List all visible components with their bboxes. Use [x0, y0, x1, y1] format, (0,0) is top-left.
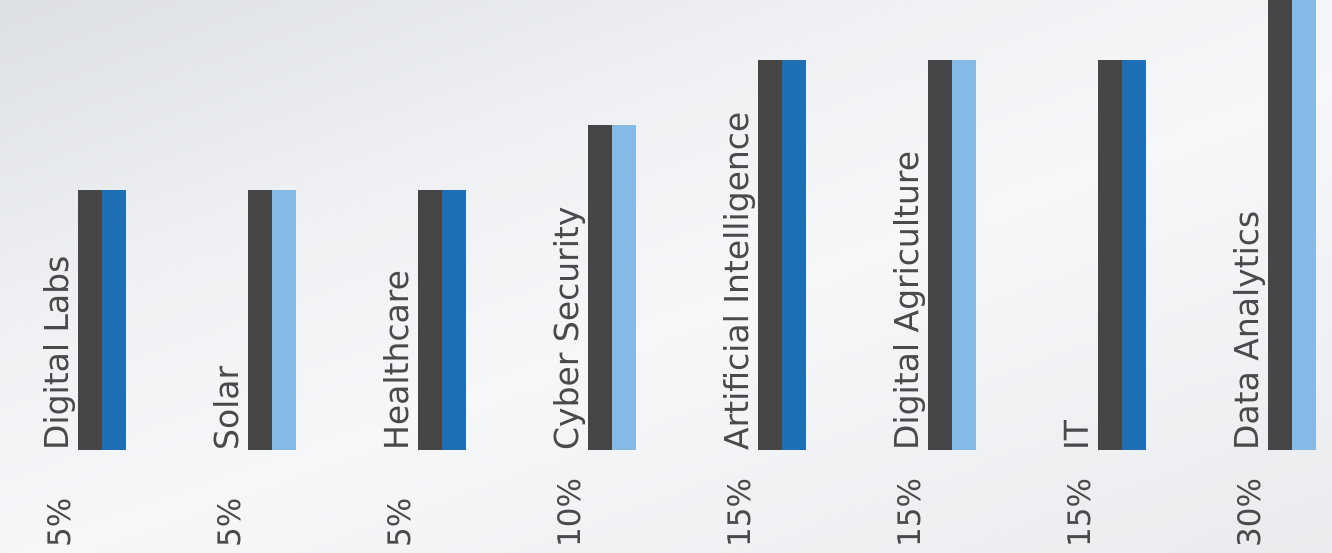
bar-accent-3	[612, 125, 636, 450]
value-label-2: 5%	[382, 498, 418, 547]
value-label-6: 15%	[1062, 478, 1098, 547]
bar-group-4: Artificial Intelligence 15%	[717, 60, 806, 547]
category-label-4: Artificial Intelligence	[717, 112, 756, 450]
bar-dark-6	[1098, 60, 1122, 450]
bar-accent-5	[952, 60, 976, 450]
bar-accent-0	[102, 190, 126, 450]
bar-dark-3	[588, 125, 612, 450]
bar-accent-6	[1122, 60, 1146, 450]
value-label-0: 5%	[42, 498, 78, 547]
bar-dark-1	[248, 190, 272, 450]
bar-group-0: Digital Labs 5%	[37, 190, 126, 547]
bar-dark-5	[928, 60, 952, 450]
value-label-1: 5%	[212, 498, 248, 547]
bar-group-5: Digital Agriculture 15%	[887, 60, 976, 547]
category-label-1: Solar	[207, 365, 246, 450]
bar-dark-2	[418, 190, 442, 450]
category-label-6: IT	[1057, 419, 1096, 450]
bar-accent-4	[782, 60, 806, 450]
category-label-0: Digital Labs	[37, 256, 76, 450]
bar-dark-0	[78, 190, 102, 450]
bar-group-3: Cyber Security 10%	[547, 125, 636, 547]
bar-accent-1	[272, 190, 296, 450]
bar-accent-2	[442, 190, 466, 450]
bar-group-7: Data Analytics 30%	[1227, 0, 1316, 547]
category-label-7: Data Analytics	[1227, 211, 1266, 450]
value-label-4: 15%	[722, 478, 758, 547]
bar-dark-4	[758, 60, 782, 450]
value-label-3: 10%	[552, 478, 588, 547]
bar-accent-7	[1292, 0, 1316, 450]
category-label-5: Digital Agriculture	[887, 151, 926, 450]
bar-group-6: IT 15%	[1057, 60, 1146, 547]
category-label-2: Healthcare	[377, 270, 416, 450]
value-label-7: 30%	[1232, 478, 1268, 547]
value-label-5: 15%	[892, 478, 928, 547]
bar-group-1: Solar 5%	[207, 190, 296, 547]
bar-group-2: Healthcare 5%	[377, 190, 466, 547]
category-label-3: Cyber Security	[547, 207, 586, 450]
bar-dark-7	[1268, 0, 1292, 450]
